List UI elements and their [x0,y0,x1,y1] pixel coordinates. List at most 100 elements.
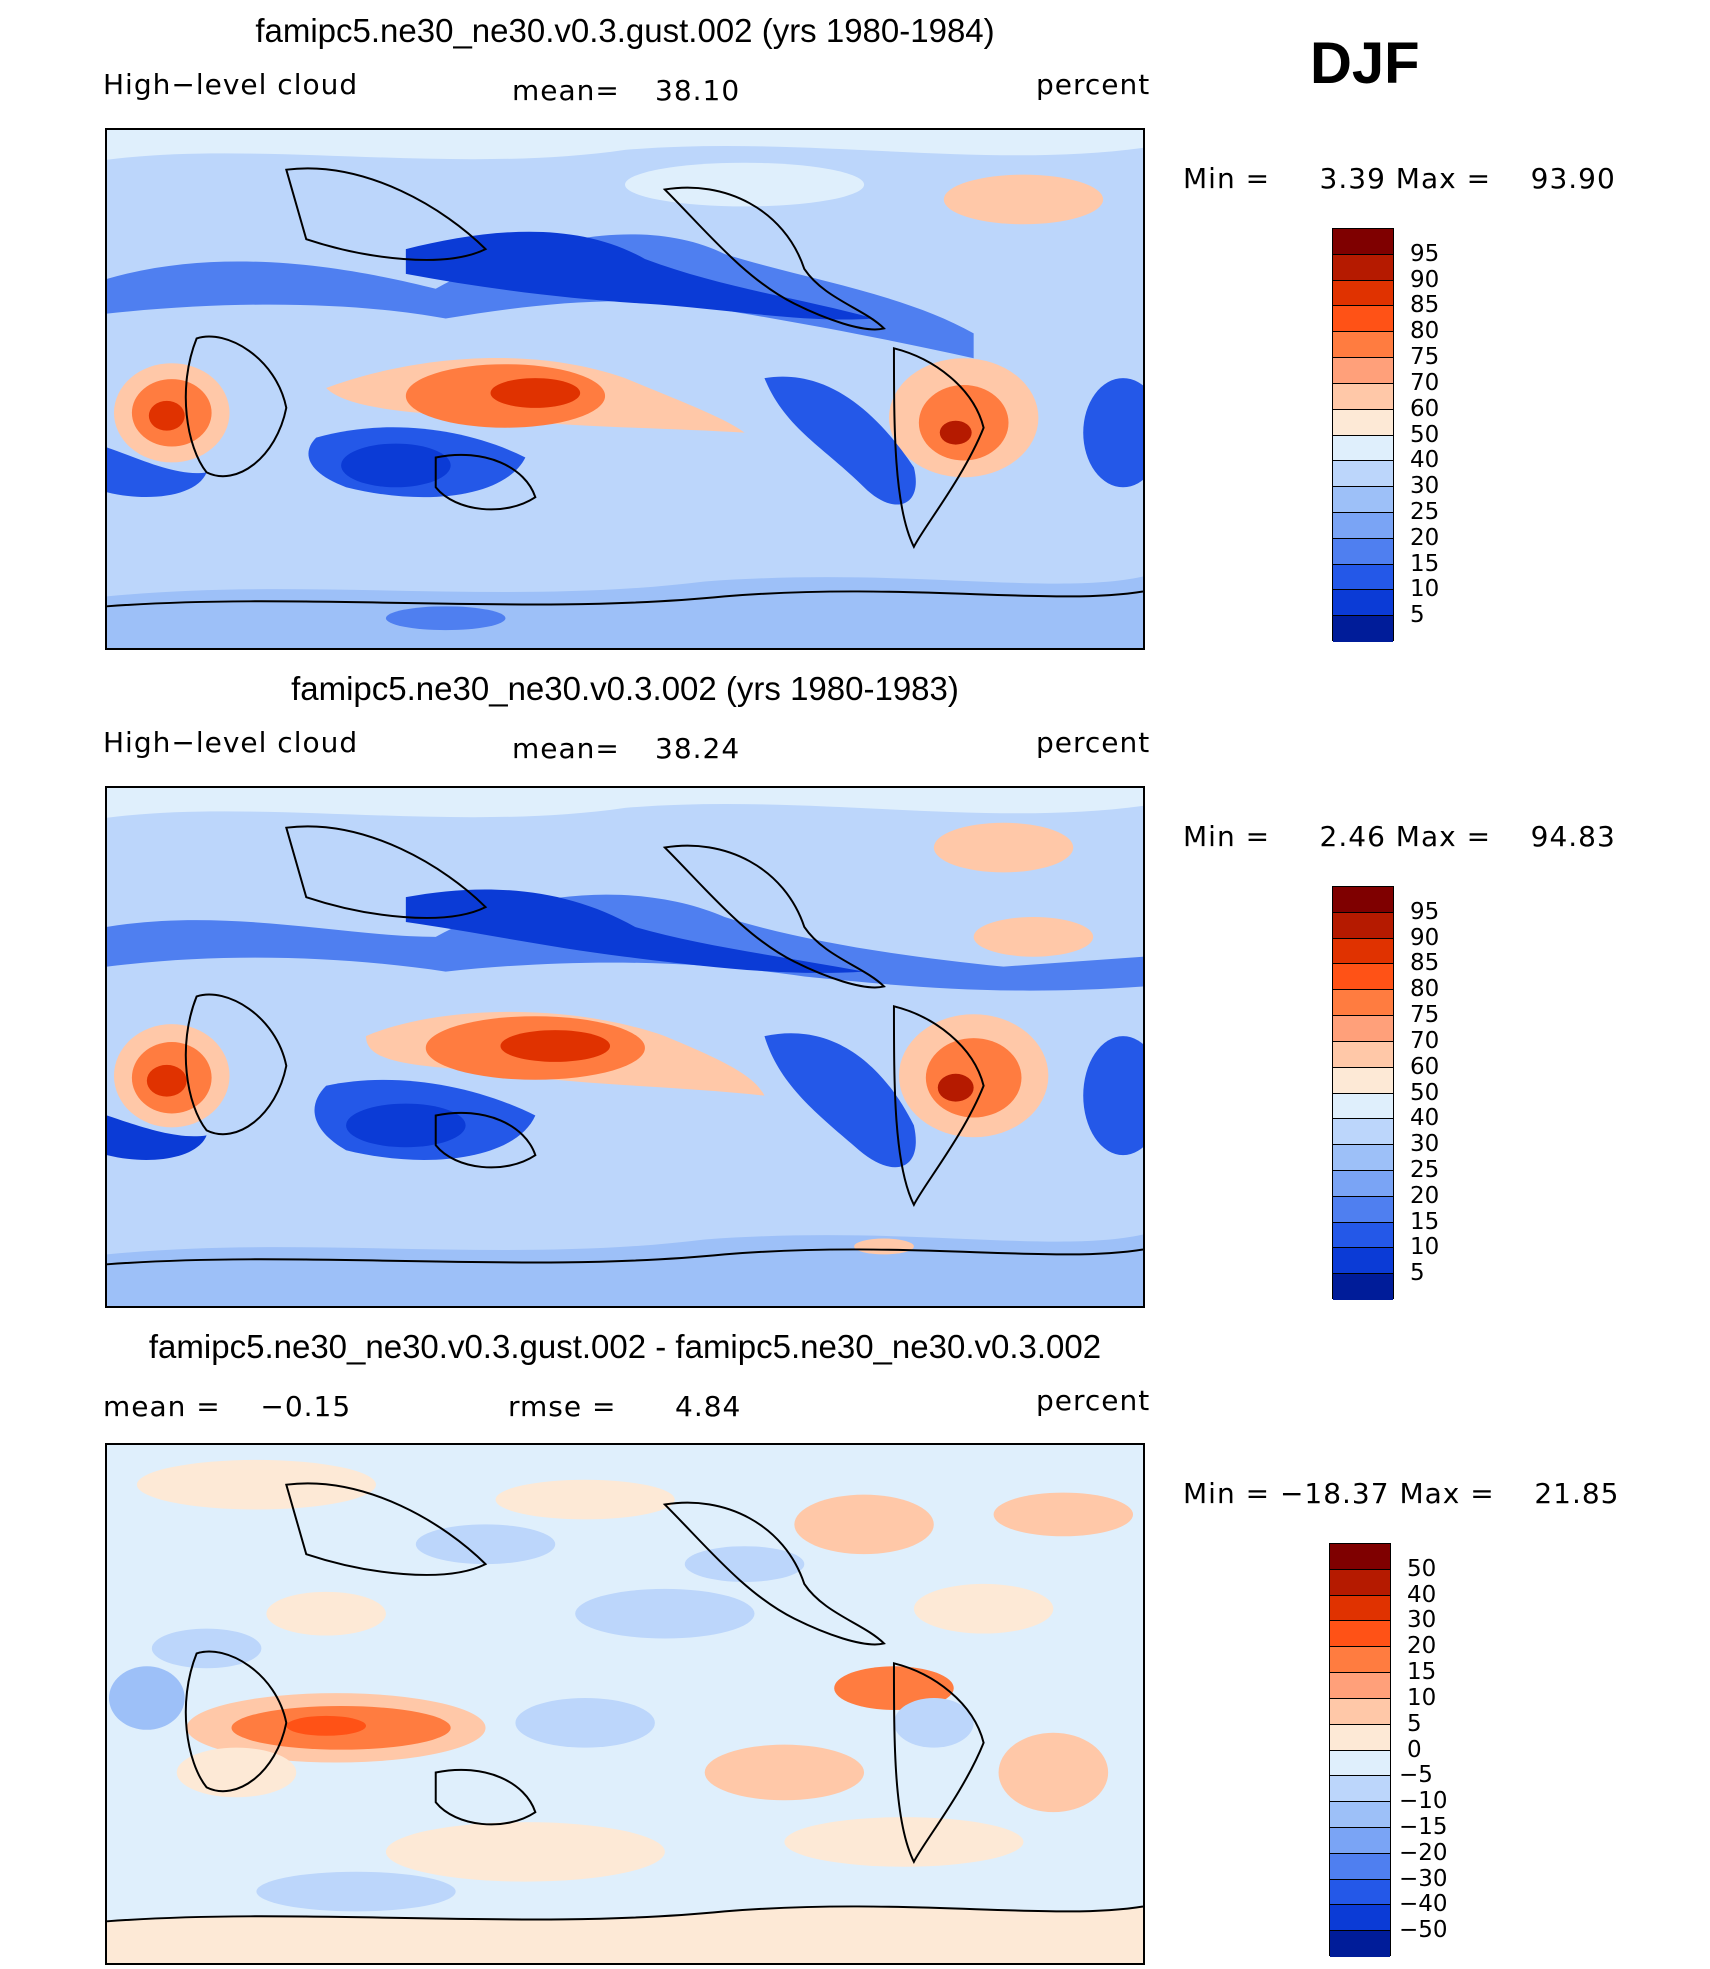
panel-3-colorbar-swatch [1330,1879,1390,1906]
panel-3-map [105,1443,1145,1965]
panel-2-colorbar-swatch [1333,1170,1393,1197]
panel-1-mean-value: 38.10 [655,74,741,107]
panel-3-rmse-label: rmse = [508,1390,617,1423]
panel-3-colorbar-tick-label: −30 [1399,1865,1448,1892]
panel-2-colorbar-tick-label: 40 [1410,1105,1440,1132]
panel-3-colorbar-tick-label: −20 [1399,1839,1448,1866]
panel-2-colorbar-swatch [1333,1041,1393,1068]
panel-2-colorbar-tick-label: 85 [1410,950,1440,977]
panel-1-colorbar-tick-label: 95 [1410,240,1440,267]
panel-2-colorbar-swatch [1333,1145,1393,1171]
panel-1-colorbar-tick-label: 90 [1410,266,1440,293]
panel-2-units-label: percent [1036,726,1151,759]
panel-3-rmse-value: 4.84 [675,1390,742,1423]
panel-1-colorbar-tick-label: 30 [1410,473,1440,500]
panel-1-colorbar-swatch [1333,306,1393,333]
panel-2-colorbar-swatch [1333,1067,1393,1094]
panel-3-colorbar-tick-label: 5 [1407,1710,1422,1737]
panel-3-colorbar-swatch [1330,1621,1390,1648]
panel-2-colorbar-swatch [1333,887,1393,913]
panel-3-colorbar-swatch [1330,1931,1390,1957]
panel-3-colorbar-tick-label: −40 [1399,1891,1448,1918]
panel-3-contour-field [107,1445,1143,1963]
panel-1-title: famipc5.ne30_ne30.v0.3.gust.002 (yrs 198… [255,12,995,49]
panel-1-colorbar-tick-label: 40 [1410,447,1440,474]
panel-1-colorbar-tick-label: 25 [1410,498,1440,525]
panel-3-colorbar-swatch [1330,1544,1390,1570]
panel-1-colorbar-swatch [1333,512,1393,539]
panel-1-colorbar-swatch [1333,487,1393,513]
panel-2-colorbar-swatch [1333,1222,1393,1249]
panel-1-colorbar-swatch [1333,383,1393,410]
panel-2-contour-field [107,788,1143,1306]
panel-3-colorbar [1329,1543,1391,1957]
panel-2-colorbar-tick-label: 80 [1410,976,1440,1003]
panel-2-colorbar-swatch [1333,1093,1393,1120]
panel-1-colorbar-swatch [1333,254,1393,281]
panel-3-title: famipc5.ne30_ne30.v0.3.gust.002 - famipc… [148,1328,1102,1365]
panel-3-colorbar-swatch [1330,1647,1390,1674]
season-label: DJF [1310,31,1420,96]
panel-3-colorbar-swatch [1330,1776,1390,1803]
panel-1-contour-field [107,130,1143,648]
panel-1-colorbar-tick-label: 10 [1410,576,1440,603]
panel-1-colorbar-swatch [1333,564,1393,591]
panel-2-colorbar-tick-label: 15 [1410,1208,1440,1235]
panel-3-colorbar-tick-label: 40 [1407,1581,1437,1608]
panel-1-colorbar [1332,228,1394,642]
panel-1-units-label: percent [1036,68,1151,101]
panel-1-colorbar-tick-label: 60 [1410,395,1440,422]
panel-2-colorbar-tick-label: 25 [1410,1156,1440,1183]
panel-1-colorbar-swatch [1333,461,1393,488]
panel-2-colorbar [1332,886,1394,1300]
panel-2-colorbar-tick-label: 10 [1410,1234,1440,1261]
panel-1-colorbar-swatch [1333,590,1393,617]
panel-2-title: famipc5.ne30_ne30.v0.3.002 (yrs 1980-198… [291,670,959,707]
panel-3-colorbar-swatch [1330,1853,1390,1880]
panel-3-colorbar-tick-label: 10 [1407,1684,1437,1711]
panel-3-minmax: Min = −18.37 Max = 21.85 [1183,1477,1620,1510]
panel-1-variable-label: High−level cloud [103,68,359,101]
panel-2-colorbar-tick-label: 5 [1410,1260,1425,1287]
panel-2-colorbar-tick-label: 20 [1410,1182,1440,1209]
panel-2-map [105,786,1145,1308]
panel-1-colorbar-tick-label: 80 [1410,318,1440,345]
panel-1-colorbar-tick-label: 75 [1410,344,1440,371]
panel-1-colorbar-tick-label: 85 [1410,292,1440,319]
panel-1-colorbar-swatch [1333,280,1393,307]
panel-1-mean-label: mean= [512,74,620,107]
panel-2-colorbar-swatch [1333,1119,1393,1146]
panel-2-colorbar-swatch [1333,990,1393,1017]
panel-3-colorbar-tick-label: −50 [1399,1917,1448,1944]
panel-2-colorbar-tick-label: 90 [1410,924,1440,951]
panel-1-map [105,128,1145,650]
panel-3-colorbar-swatch [1330,1802,1390,1828]
panel-3-colorbar-swatch [1330,1569,1390,1596]
panel-3-colorbar-tick-label: 15 [1407,1659,1437,1686]
panel-3-colorbar-swatch [1330,1673,1390,1699]
panel-3-colorbar-tick-label: 50 [1407,1555,1437,1582]
panel-1-colorbar-tick-label: 15 [1410,550,1440,577]
panel-2-colorbar-tick-label: 75 [1410,1002,1440,1029]
panel-2-mean-label: mean= [512,732,620,765]
panel-1-colorbar-swatch [1333,229,1393,255]
panel-2-variable-label: High−level cloud [103,726,359,759]
panel-1-colorbar-swatch [1333,616,1393,642]
panel-2-colorbar-tick-label: 30 [1410,1131,1440,1158]
panel-2-colorbar-tick-label: 70 [1410,1027,1440,1054]
panel-1-colorbar-tick-label: 5 [1410,602,1425,629]
panel-3-colorbar-tick-label: −10 [1399,1788,1448,1815]
panel-2-colorbar-swatch [1333,1274,1393,1300]
panel-2-minmax: Min = 2.46 Max = 94.83 [1183,820,1616,853]
panel-2-colorbar-swatch [1333,938,1393,965]
panel-3-colorbar-tick-label: −15 [1399,1813,1448,1840]
panel-3-colorbar-tick-label: 20 [1407,1633,1437,1660]
panel-3-colorbar-swatch [1330,1698,1390,1725]
panel-1-colorbar-swatch [1333,358,1393,384]
panel-2-colorbar-swatch [1333,964,1393,991]
panel-2-mean-value: 38.24 [655,732,741,765]
panel-3-colorbar-tick-label: 0 [1407,1736,1422,1763]
panel-2-colorbar-tick-label: 60 [1410,1053,1440,1080]
panel-1-minmax: Min = 3.39 Max = 93.90 [1183,162,1616,195]
panel-1-colorbar-swatch [1333,538,1393,565]
